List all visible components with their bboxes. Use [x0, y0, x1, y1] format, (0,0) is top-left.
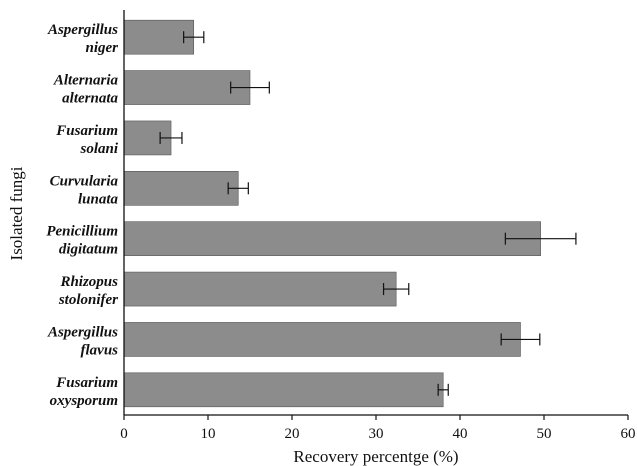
bar: [123, 70, 251, 105]
category-label: Penicillium digitatum: [46, 224, 118, 258]
category-labels-group: Aspergillus niger Alternaria alternata Fusar…: [46, 22, 119, 409]
x-tick-label: 10: [201, 426, 216, 442]
y-axis-title: Isolated fungi: [7, 166, 26, 260]
bars-group: [123, 19, 541, 408]
x-ticks-group: 0 10 20 30 40 50 60: [120, 415, 636, 442]
bar: [123, 19, 195, 55]
error-bars-group: [159, 31, 577, 396]
x-tick-label: 0: [120, 426, 128, 442]
bar: [123, 372, 444, 408]
bar: [123, 271, 397, 307]
bar: [123, 171, 239, 206]
category-label: Fusarium oxysporum: [50, 375, 118, 409]
category-label: Aspergillus flavus: [47, 324, 118, 358]
x-axis-title: Recovery percentge (%): [293, 447, 458, 466]
category-label: Rhizopus stolonifer: [58, 274, 118, 308]
category-label: Alternaria alternata: [53, 73, 119, 107]
x-tick-label: 30: [369, 426, 384, 442]
category-label: Fusarium solani: [55, 123, 119, 157]
bar: [123, 322, 521, 357]
category-label: Aspergillus niger: [47, 22, 118, 56]
x-tick-label: 20: [285, 426, 300, 442]
x-tick-label: 60: [621, 426, 636, 442]
category-label: Curvularia lunata: [50, 173, 119, 207]
bar: [123, 221, 541, 256]
x-tick-label: 40: [453, 426, 468, 442]
x-tick-label: 50: [537, 426, 552, 442]
